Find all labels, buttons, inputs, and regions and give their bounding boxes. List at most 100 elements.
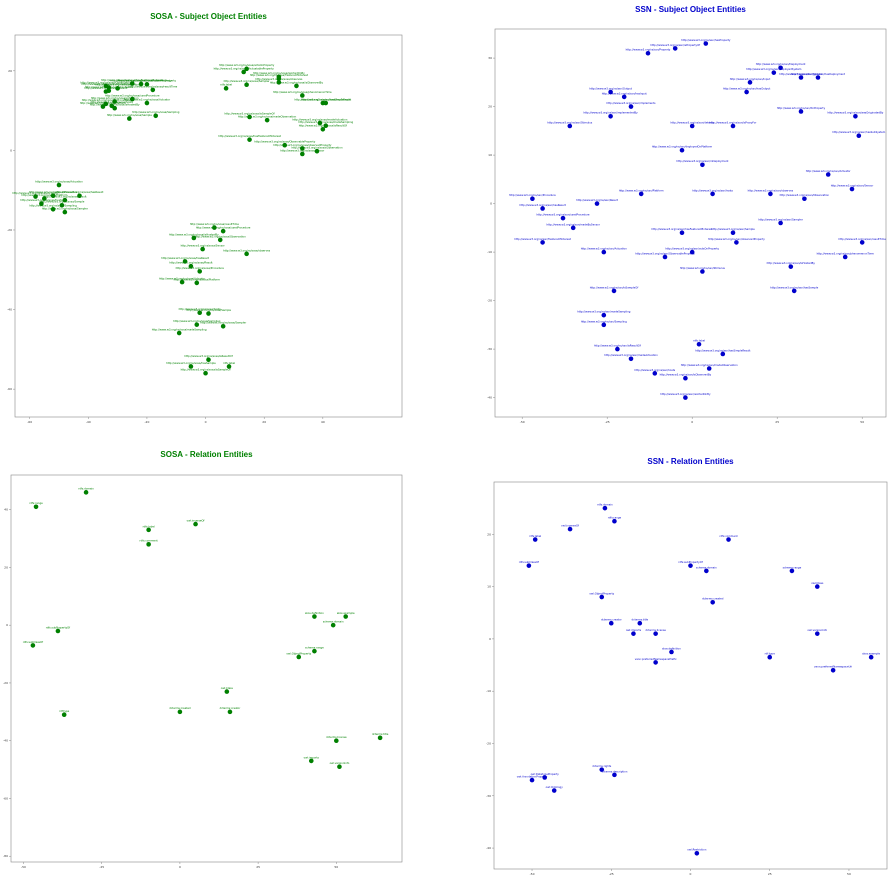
x-tick-label: 50	[334, 865, 338, 869]
point-label: owl:versionInfo	[807, 628, 827, 632]
ssn-so-chart-svg: SSN - Subject Object Entities -50 -25 0 25 50…	[487, 5, 887, 424]
point-label: http://www.w3.org/ns/ssn/phenomenonTime	[817, 251, 875, 255]
point-label: http://www.w3.org/ns/ssn/observedPropert…	[708, 237, 765, 241]
x-tick-label: -25	[99, 865, 104, 869]
point-label: http://www.w3.org/ns/ssn/resultTime	[838, 237, 886, 241]
data-point	[830, 667, 836, 673]
point-label: http://www.w3.org/ns/sosa/Sampling	[173, 319, 221, 323]
data-point	[679, 147, 685, 153]
point-label: http://www.w3.org/ns/ssn/Procedure	[509, 193, 556, 197]
data-point	[608, 89, 613, 95]
point-label: owl:inverseOf	[561, 523, 579, 527]
y-tick-label: 20	[488, 105, 492, 109]
data-point	[653, 660, 658, 665]
point-label: http://www.w3.org/ns/sosa/Sampling	[29, 204, 77, 208]
point-label: http://www.w3.org/ns/ssn/Actuator	[806, 169, 852, 173]
point-label: http://www.w3.org/ns/ssn/hasSimpleResult	[695, 348, 750, 352]
point-label: http://www.w3.org/ns/ssn/isObservedBy	[660, 373, 712, 377]
point-label: owl:AnnotationProperty	[517, 774, 548, 778]
data-point	[264, 117, 270, 123]
x-tick-label: -50	[21, 865, 26, 869]
data-point	[628, 356, 634, 362]
point-label: http://www.w3.org/ns/sosa/madeSampling	[152, 327, 207, 331]
point-label: http://www.w3.org/ns/ssn/forProperty	[777, 106, 826, 110]
data-point	[849, 186, 855, 192]
data-point	[247, 137, 252, 142]
point-label: http://www.w3.org/ns/ssn/System	[779, 72, 823, 76]
data-point	[244, 66, 249, 72]
point-label: http://www.w3.org/ns/sosa/hasSample	[301, 97, 351, 101]
y-tick-label: -20	[487, 299, 492, 303]
point-label: http://www.w3.org/ns/ssn/madeSampling	[577, 310, 631, 314]
data-point	[317, 120, 323, 126]
data-point	[767, 654, 773, 660]
point-label: http://www.w3.org/ns/sosa/hasFeatureOfIn…	[101, 78, 164, 82]
data-point	[791, 288, 797, 294]
data-point	[138, 81, 144, 87]
data-point	[244, 82, 249, 88]
data-point	[638, 191, 644, 197]
data-point	[730, 230, 736, 235]
data-point	[612, 772, 617, 778]
data-point	[628, 104, 634, 109]
data-point	[696, 341, 702, 347]
x-tick-label: 0	[690, 872, 692, 876]
point-label: vann:preferredNamespaceUri	[814, 665, 853, 669]
data-point	[294, 83, 299, 89]
data-point	[551, 788, 557, 793]
data-point	[720, 351, 726, 357]
point-label: http://www.w3.org/ns/sosa/Sample	[107, 113, 152, 117]
y-tick-label: 0	[6, 623, 8, 627]
data-point	[703, 41, 709, 46]
y-tick-label: -40	[486, 846, 491, 850]
data-point	[206, 357, 211, 363]
y-tick-label: -40	[487, 396, 492, 400]
point-label: rdfs:range	[608, 516, 622, 520]
point-label: schema:domain	[696, 565, 717, 569]
data-point	[177, 709, 183, 715]
data-point	[144, 82, 150, 87]
data-point	[33, 194, 38, 199]
data-point	[197, 269, 203, 274]
data-point	[200, 246, 205, 252]
point-label: skos:definition	[662, 646, 681, 650]
point-label: rdfs:comment	[140, 539, 158, 543]
data-point	[241, 69, 246, 75]
point-label: http://www.w3.org/ns/ssn/isActedOnBy	[660, 392, 711, 396]
point-label: http://www.w3.org/ns/ssn/FeatureOfIntere…	[514, 237, 570, 241]
data-point	[223, 86, 229, 91]
data-point	[314, 148, 320, 154]
point-label: http://www.w3.org/ns/ssn/hasFeatureOfInt…	[651, 227, 712, 231]
data-point	[608, 114, 613, 119]
x-tick-label: -60	[27, 420, 32, 424]
data-point	[689, 249, 695, 255]
data-point	[176, 330, 182, 336]
data-point	[710, 599, 715, 605]
data-point	[330, 622, 336, 628]
data-point	[778, 220, 783, 226]
data-point	[33, 504, 39, 510]
point-label: rdfs:label	[693, 339, 705, 343]
data-point	[191, 235, 197, 241]
data-point	[778, 65, 783, 71]
data-point	[694, 851, 700, 856]
data-point	[788, 264, 794, 269]
point-label: http://www.w3.org/ns/sosa/hasResult	[85, 85, 133, 89]
point-label: http://www.w3.org/ns/ssn/Deployment	[756, 62, 806, 66]
x-tick-label: -40	[86, 420, 91, 424]
point-label: http://www.w3.org/ns/ssn/isProxyFor	[710, 120, 758, 124]
point-label: rdfs:subPropertyOf	[678, 560, 702, 564]
point-label: http://www.w3.org/ns/ssn/ObservablePrope…	[635, 251, 695, 255]
ssn-relation-panel: SSN - Relation Entities -50 -25 0 25 50 -40 -30…	[460, 442, 891, 883]
point-label: http://www.w3.org/ns/ssn/observes	[748, 188, 794, 192]
data-point	[814, 631, 820, 636]
point-label: dcterms:title	[372, 732, 389, 736]
data-point	[83, 490, 89, 495]
point-label: http://www.w3.org/ns/sosa/hasFeatureOfIn…	[218, 134, 281, 138]
data-point	[700, 269, 705, 274]
point-label: http://www.w3.org/ns/ssn/Sample	[711, 227, 755, 231]
point-label: dcterms:license	[645, 628, 666, 632]
point-label: http://www.w3.org/ns/sosa/phenomenonTime	[273, 90, 332, 94]
point-label: http://www.w3.org/ns/sosa/observedProper…	[118, 79, 177, 83]
y-tick-label: -30	[486, 794, 491, 798]
